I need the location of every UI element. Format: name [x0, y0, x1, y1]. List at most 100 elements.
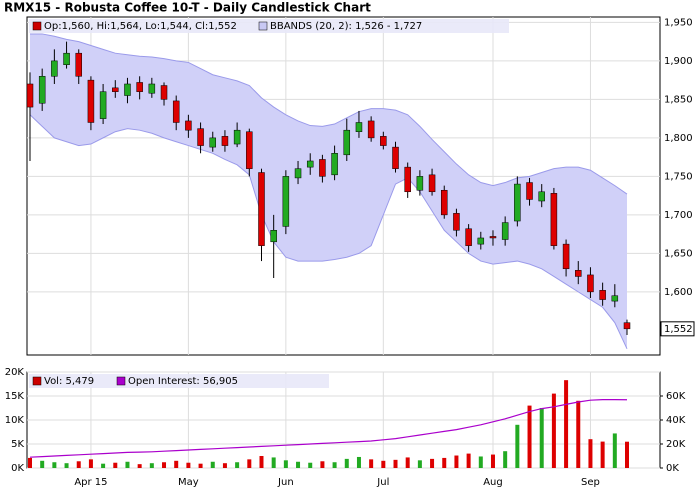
volume-bar	[539, 408, 544, 468]
volume-bar	[210, 461, 215, 468]
volume-bar	[296, 461, 301, 468]
last-price-box	[660, 321, 695, 337]
volume-bar	[320, 461, 325, 468]
candle-body	[367, 120, 375, 139]
volume-bar	[600, 441, 605, 468]
candle-body	[172, 100, 180, 123]
volume-bar	[381, 460, 386, 468]
legend-bg	[29, 19, 509, 33]
volume-bar	[430, 458, 435, 468]
candle-body	[26, 83, 34, 108]
y-tick-label: 1,800	[664, 133, 693, 144]
candle-body	[99, 91, 107, 119]
legend-label: Open Interest: 56,905	[128, 376, 238, 387]
candle-body	[526, 182, 533, 200]
candle-body	[136, 82, 143, 92]
volume-bar	[612, 433, 617, 468]
band-lower	[29, 114, 628, 350]
candle-body	[477, 237, 485, 245]
candle-body	[51, 60, 58, 77]
y2-tick-label: 20K	[666, 439, 686, 450]
candle-body	[148, 83, 156, 94]
volume-bar	[625, 441, 629, 468]
last-price-label: 1,552	[664, 324, 693, 335]
candle-body	[209, 137, 217, 148]
volume-bar	[235, 462, 240, 468]
candle-body	[562, 243, 570, 270]
volume-bar	[76, 461, 81, 468]
volume-bar	[283, 460, 288, 468]
candle-body	[440, 189, 448, 216]
y-tick-label: 1,900	[664, 56, 693, 67]
volume-bar	[417, 460, 422, 468]
candle-body	[331, 153, 338, 176]
candle-body	[258, 172, 265, 246]
candle-body	[282, 176, 290, 227]
candle-body	[221, 136, 229, 146]
volume-bar	[149, 463, 154, 468]
candle-body	[380, 136, 387, 146]
candle-body	[87, 79, 95, 123]
candle-body	[416, 176, 424, 191]
y-tick-label: 1,950	[664, 17, 693, 28]
volume-bar	[198, 463, 203, 468]
candle-body	[270, 230, 277, 243]
band-upper	[30, 33, 628, 195]
candle-body	[538, 191, 545, 202]
candle-body	[38, 76, 46, 104]
x-tick-label: Jul	[376, 477, 389, 488]
y-tick-label: 15K	[5, 391, 25, 402]
open-interest-line	[29, 399, 628, 458]
y-tick-label: 1,750	[664, 171, 693, 182]
legend-swatch	[32, 21, 42, 31]
chart-title: RMX15 - Robusta Coffee 10-T - Daily Cand…	[4, 1, 371, 15]
volume-bar	[28, 457, 32, 468]
candle-body	[233, 129, 241, 145]
volume-bar	[162, 462, 167, 468]
candle-body	[404, 166, 411, 193]
candle-body	[550, 193, 558, 246]
volume-bar	[40, 460, 45, 468]
y-tick-label: 20K	[5, 367, 25, 378]
volume-bar	[101, 463, 106, 468]
y2-tick-label: 0K	[666, 463, 679, 474]
candle-body	[355, 122, 363, 132]
volume-bar	[527, 405, 532, 468]
volume-bar	[113, 462, 118, 468]
legend-bg	[29, 374, 329, 388]
candle-body	[63, 52, 70, 65]
candle-body	[392, 146, 399, 169]
y-tick-label: 1,650	[664, 248, 693, 259]
x-tick-label: Sep	[581, 477, 600, 488]
volume-bar	[186, 462, 191, 468]
candle-body	[306, 160, 314, 168]
candle-body	[428, 174, 436, 193]
candle-body	[319, 159, 326, 177]
y-tick-label: 0K	[11, 463, 24, 474]
volume-bar	[551, 393, 556, 468]
legend-label: Op:1,560, Hi:1,564, Lo:1,544, Cl:1,552	[44, 21, 237, 32]
y-tick-label: 1,600	[664, 287, 693, 298]
volume-bar	[259, 456, 264, 468]
volume-bar	[271, 457, 276, 468]
candle-body	[294, 168, 302, 179]
candle-body	[112, 87, 119, 92]
volume-bar	[576, 400, 581, 468]
volume-bar	[64, 463, 69, 468]
volume-bar	[442, 457, 447, 468]
candle-body	[343, 129, 351, 156]
candle-body	[124, 83, 131, 96]
volume-bar	[503, 451, 508, 468]
x-tick-label: Aug	[483, 477, 503, 488]
volume-bar	[174, 460, 179, 468]
volume-bar	[125, 461, 130, 468]
volume-bar	[52, 462, 57, 468]
candle-body	[623, 322, 631, 330]
volume-bar	[478, 456, 483, 468]
y2-tick-label: 60K	[666, 391, 686, 402]
volume-bar	[454, 455, 459, 468]
legend-swatch	[258, 21, 268, 31]
candle-body	[501, 222, 509, 240]
y2-tick-label: 40K	[666, 415, 686, 426]
